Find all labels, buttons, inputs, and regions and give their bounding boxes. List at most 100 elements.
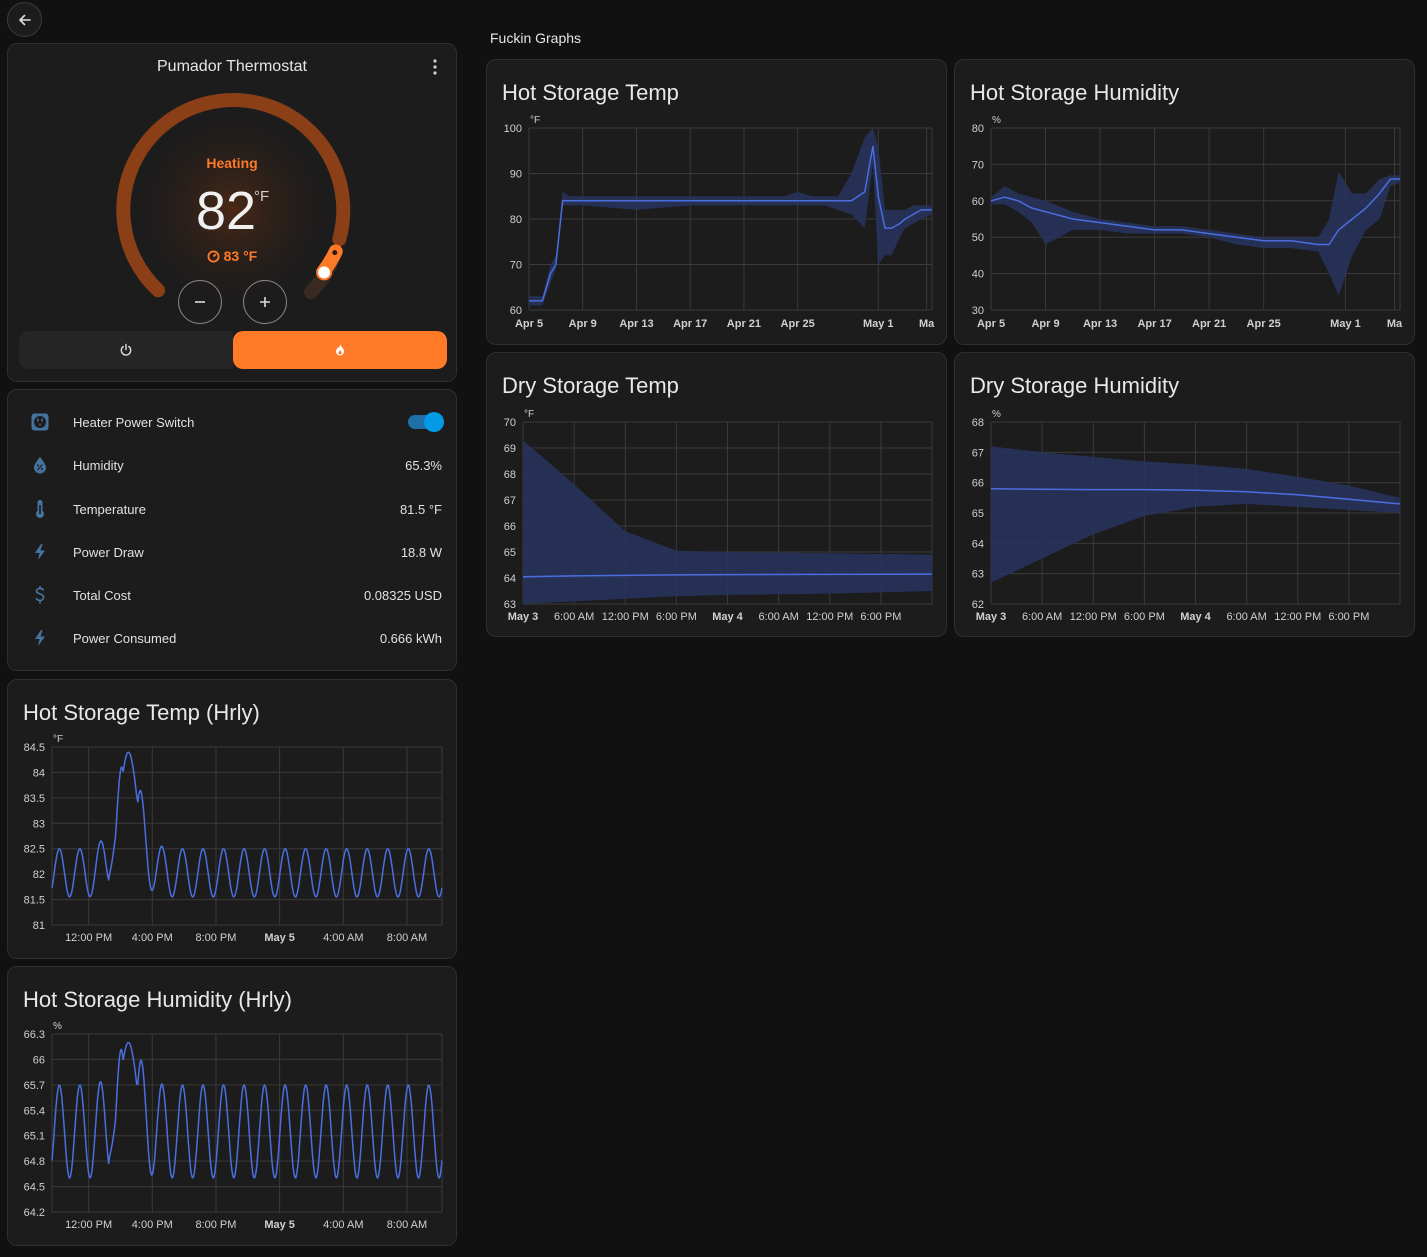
series-line xyxy=(51,1041,443,1179)
y-tick-label: 65 xyxy=(504,547,516,559)
x-tick-label: May 4 xyxy=(712,611,743,623)
y-tick-label: 66 xyxy=(504,521,516,533)
x-tick-label: 6:00 AM xyxy=(554,611,594,623)
unit-label: °F xyxy=(524,409,534,420)
entity-value: 18.8 W xyxy=(400,544,442,560)
x-tick-label: 12:00 PM xyxy=(602,611,649,623)
y-tick-label: 63 xyxy=(972,569,984,581)
y-tick-label: 81.5 xyxy=(24,895,45,907)
x-tick-label: Apr 13 xyxy=(1083,318,1117,330)
y-tick-label: 81 xyxy=(33,920,45,932)
increase-temp-button[interactable] xyxy=(243,280,287,324)
x-tick-label: May 1 xyxy=(863,318,894,330)
x-tick-label: Ma xyxy=(1387,318,1403,330)
graph-title: Dry Storage Temp xyxy=(502,373,679,398)
y-tick-label: 70 xyxy=(972,159,984,171)
entity-name: Temperature xyxy=(73,501,146,517)
plus-icon xyxy=(260,297,270,307)
dry-storage-humidity-card[interactable]: Dry Storage Humidity 68 67 66 65 64 63 62% May … xyxy=(954,352,1415,637)
minus-icon xyxy=(195,301,205,303)
x-tick-label: 4:00 AM xyxy=(323,932,363,944)
arrow-left-icon xyxy=(18,14,31,25)
x-tick-label: Apr 5 xyxy=(977,318,1005,330)
graph-title: Hot Storage Humidity xyxy=(970,80,1180,105)
x-tick-label: Apr 9 xyxy=(1031,318,1059,330)
unit-label: °F xyxy=(53,734,63,745)
entity-row-heater-power-switch[interactable]: Heater Power Switch xyxy=(30,407,444,437)
y-tick-label: 82.5 xyxy=(24,844,45,856)
x-tick-label: Apr 25 xyxy=(1247,318,1281,330)
series-line xyxy=(990,487,1401,505)
graph-title: Hot Storage Temp (Hrly) xyxy=(23,700,260,725)
entity-row-total-cost[interactable]: Total Cost 0.08325 USD xyxy=(30,580,442,610)
graph-title: Hot Storage Temp xyxy=(502,80,679,105)
hot-storage-temp-hrly-card[interactable]: Hot Storage Temp (Hrly) 84.5 84 83.5 83 82.5… xyxy=(7,679,457,959)
thermostat-card: Pumador Thermostat Heating 82 °F 83 °F xyxy=(7,43,457,382)
minmax-band xyxy=(991,171,1400,296)
mode-off-button[interactable] xyxy=(19,331,233,369)
graph-title: Hot Storage Humidity (Hrly) xyxy=(23,987,292,1012)
hot-storage-temp-card[interactable]: Hot Storage Temp 100 90 80 70 60 °F Apr 5 Apr 9… xyxy=(486,59,947,345)
hot-storage-humidity-chart[interactable]: 80 70 60 50 40 30% Apr 5 Apr 9 Apr 13 Apr 17 Apr 2… xyxy=(955,60,1415,345)
x-tick-label: 6:00 AM xyxy=(758,611,798,623)
x-tick-label: 4:00 PM xyxy=(132,932,173,944)
thermostat-dial[interactable] xyxy=(8,44,457,382)
x-tick-label: May 3 xyxy=(976,611,1007,623)
y-tick-label: 66 xyxy=(972,478,984,490)
entity-value: 81.5 °F xyxy=(399,501,442,517)
y-tick-label: 90 xyxy=(510,169,522,181)
y-tick-label: 30 xyxy=(972,305,984,317)
y-tick-label: 65.1 xyxy=(24,1131,45,1143)
y-tick-label: 65.4 xyxy=(24,1105,45,1117)
entity-row-humidity[interactable]: Humidity 65.3% xyxy=(30,450,442,480)
x-tick-label: 8:00 PM xyxy=(195,1219,236,1231)
x-tick-label: 6:00 AM xyxy=(1022,611,1062,623)
y-tick-label: 83 xyxy=(33,818,45,830)
more-vert-icon[interactable] xyxy=(430,58,440,76)
dry-storage-humidity-chart[interactable]: 68 67 66 65 64 63 62% May 3 6:00 AM 12:00 PM 6:00 … xyxy=(955,353,1415,637)
decrease-temp-button[interactable] xyxy=(178,280,222,324)
entity-row-power-consumed[interactable]: Power Consumed 0.666 kWh xyxy=(30,623,442,653)
y-tick-label: 66 xyxy=(33,1054,45,1066)
entity-row-power-draw[interactable]: Power Draw 18.8 W xyxy=(30,537,442,567)
power-icon xyxy=(120,343,132,356)
y-tick-label: 62 xyxy=(972,599,984,611)
x-tick-label: May 3 xyxy=(508,611,539,623)
entity-row-temperature[interactable]: Temperature 81.5 °F xyxy=(30,494,442,524)
unit-label: % xyxy=(992,115,1001,126)
target-temperature: 83 °F xyxy=(8,248,456,264)
dry-storage-temp-card[interactable]: Dry Storage Temp 70 69 68 67 66 65 64 63 °F May 3… xyxy=(486,352,947,637)
y-tick-label: 65 xyxy=(972,508,984,520)
y-tick-label: 65.7 xyxy=(24,1080,45,1092)
hot-storage-temp-chart[interactable]: 100 90 80 70 60 °F Apr 5 Apr 9 Apr 13 Apr 17 Apr 2… xyxy=(487,60,947,345)
y-tick-label: 84.5 xyxy=(24,742,45,754)
hot-storage-temp-hrly-chart[interactable]: 84.5 84 83.5 83 82.5 82 81.5 81 °F 12:00 PM 4:00 P… xyxy=(8,680,457,959)
mode-heat-button[interactable] xyxy=(233,331,447,369)
target-temperature-value: 83 °F xyxy=(223,248,258,264)
temperature-unit: °F xyxy=(254,188,270,205)
x-tick-label: Apr 17 xyxy=(1137,318,1171,330)
x-tick-label: May 5 xyxy=(264,1219,295,1231)
x-tick-label: Apr 21 xyxy=(727,318,761,330)
x-tick-label: 6:00 PM xyxy=(1328,611,1369,623)
x-tick-label: Apr 9 xyxy=(569,318,597,330)
minmax-band xyxy=(523,440,932,604)
toggle-knob[interactable] xyxy=(424,412,444,432)
current-handle[interactable] xyxy=(316,264,333,281)
dry-storage-temp-chart[interactable]: 70 69 68 67 66 65 64 63 °F May 3 6:00 AM 12:00 PM 6:… xyxy=(487,353,947,637)
y-tick-label: 67 xyxy=(972,447,984,459)
x-tick-label: 4:00 AM xyxy=(323,1219,363,1231)
entity-value: 0.666 kWh xyxy=(379,630,442,646)
unit-label: % xyxy=(992,409,1001,420)
y-tick-label: 66.3 xyxy=(24,1029,45,1041)
heater-power-toggle[interactable] xyxy=(408,412,444,432)
x-tick-label: 6:00 PM xyxy=(656,611,697,623)
hot-storage-humidity-hrly-card[interactable]: Hot Storage Humidity (Hrly) 66.3 66 65.7 65… xyxy=(7,966,457,1246)
back-button[interactable] xyxy=(7,2,42,37)
x-tick-label: Apr 17 xyxy=(673,318,707,330)
y-tick-label: 63 xyxy=(504,599,516,611)
thermostat-icon xyxy=(207,250,220,263)
x-tick-label: Apr 5 xyxy=(515,318,543,330)
hot-storage-humidity-card[interactable]: Hot Storage Humidity 80 70 60 50 40 30% Apr 5 A… xyxy=(954,59,1415,345)
hot-storage-humidity-hrly-chart[interactable]: 66.3 66 65.7 65.4 65.1 64.8 64.5 64.2% 12:00 PM 4… xyxy=(8,967,457,1246)
